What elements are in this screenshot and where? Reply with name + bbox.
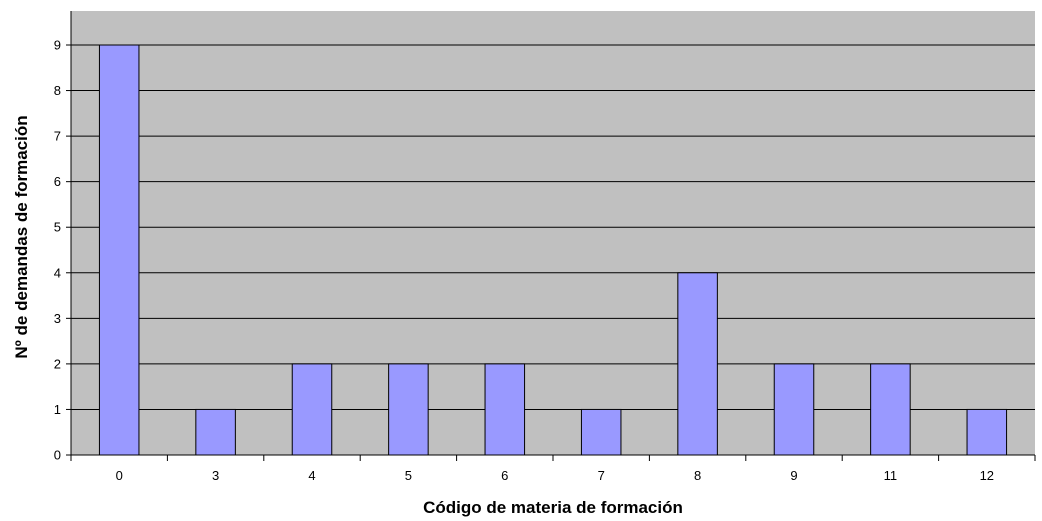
x-tick-label: 8: [694, 468, 701, 483]
y-tick-label: 4: [54, 265, 61, 280]
x-tick-label: 9: [790, 468, 797, 483]
y-tick-label: 2: [54, 356, 61, 371]
y-axis-title: Nº de demandas de formación: [12, 115, 31, 358]
bar-9: [773, 363, 815, 456]
x-tick-label: 12: [980, 468, 994, 483]
y-tick-label: 8: [54, 83, 61, 98]
bar-8: [677, 272, 718, 456]
bar-4: [291, 363, 333, 456]
bar-3: [195, 408, 236, 456]
y-tick-labels: 0 1 2 3 4 5 6 7 8 9: [54, 38, 61, 463]
x-tick-label: 3: [212, 468, 219, 483]
y-tick-label: 1: [54, 402, 61, 417]
y-tick-label: 7: [54, 129, 61, 144]
x-tick-label: 7: [598, 468, 605, 483]
x-axis-title: Código de materia de formación: [423, 498, 683, 517]
x-tick-label: 5: [405, 468, 412, 483]
y-tick-label: 3: [54, 311, 61, 326]
x-tick-label: 11: [884, 468, 898, 483]
bar-7: [580, 408, 622, 456]
y-tick-label: 0: [54, 448, 61, 463]
y-tick-label: 9: [54, 38, 61, 53]
y-tick-label: 5: [54, 220, 61, 235]
bar-6: [484, 363, 526, 456]
bars: [98, 44, 1008, 456]
bar-0: [98, 44, 140, 456]
x-tick-labels: 0 3 4 5 6 7 8 9 11 12: [116, 468, 994, 483]
x-tick-label: 6: [501, 468, 508, 483]
y-tick-label: 6: [54, 174, 61, 189]
axes: [66, 11, 1036, 461]
bar-5: [388, 363, 429, 456]
x-tick-label: 0: [116, 468, 123, 483]
bar-12: [966, 408, 1008, 456]
bar-11: [870, 363, 911, 456]
x-tick-label: 4: [308, 468, 315, 483]
